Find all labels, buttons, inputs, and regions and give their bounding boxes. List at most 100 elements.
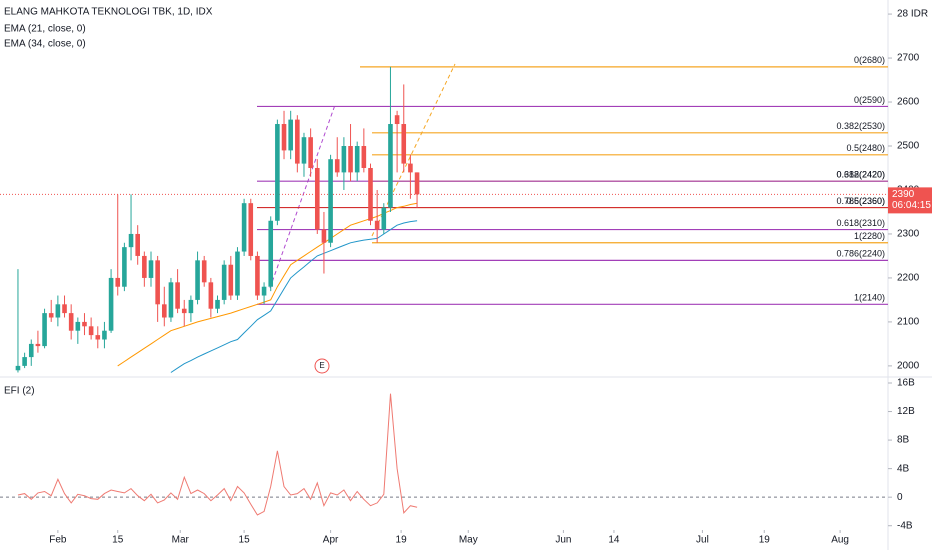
- candle-body: [308, 137, 313, 168]
- countdown: 06:04:15: [892, 200, 931, 211]
- fib-label: 0(2590): [854, 95, 885, 105]
- ema-line: [117, 202, 418, 367]
- event-marker-label: E: [319, 361, 324, 370]
- candle-body: [334, 159, 340, 173]
- y-tick-label: 2100: [897, 317, 920, 328]
- candle-body: [414, 172, 420, 195]
- candle-body: [221, 264, 227, 300]
- candle-body: [208, 282, 214, 309]
- candle-body: [201, 260, 207, 283]
- candle-body: [161, 304, 167, 318]
- fib-label: 0.5(2480): [846, 143, 885, 153]
- candle-body: [35, 343, 41, 347]
- x-tick-label: Feb: [49, 535, 67, 546]
- price-pane: 0(2680)0.382(2530)0.5(2480)0.618(2420)0.…: [0, 55, 888, 373]
- candle-body: [255, 255, 260, 296]
- y-tick-label: 2500: [897, 141, 920, 152]
- candle-body: [248, 203, 254, 256]
- candle-body: [408, 163, 413, 173]
- y-tick-label: 2600: [897, 97, 920, 108]
- candle-body: [235, 251, 240, 296]
- candle-body: [115, 277, 121, 287]
- candle-body: [241, 203, 247, 252]
- fib-trend: [269, 104, 336, 289]
- efi-pane: [0, 393, 888, 516]
- y-tick-label: 2300: [897, 229, 920, 240]
- candle-body: [42, 313, 47, 347]
- candle-body: [361, 146, 367, 168]
- candle-body: [288, 119, 293, 151]
- y-tick-label: 2000: [897, 361, 920, 372]
- fib-label: 0.618(2420): [836, 170, 885, 180]
- candle-body: [181, 308, 187, 314]
- candle-body: [155, 260, 160, 305]
- x-tick-label: Apr: [323, 535, 339, 546]
- y-tick-label: 16B: [897, 378, 915, 389]
- candle-body: [228, 264, 234, 296]
- y-tick-label: 4B: [897, 463, 910, 474]
- candle-body: [281, 124, 287, 151]
- x-tick-label: 14: [608, 535, 620, 546]
- y-tick-label: 2700: [897, 53, 920, 64]
- candle-body: [128, 233, 134, 248]
- candle-body: [175, 282, 180, 309]
- y-tick-label: 28 IDR: [897, 9, 928, 20]
- y-tick-label: -4B: [897, 520, 913, 531]
- candle-body: [82, 321, 87, 327]
- candle-body: [261, 286, 267, 296]
- candle-body: [215, 299, 220, 309]
- price-box: [888, 187, 932, 214]
- candle-body: [22, 357, 27, 366]
- legend-title: ELANG MAHKOTA TEKNOLOGI TBK, 1D, IDX: [4, 7, 213, 18]
- candle-body: [188, 299, 194, 314]
- candle-body: [62, 304, 67, 314]
- candle-body: [401, 124, 407, 164]
- candle-body: [381, 207, 387, 230]
- candle-body: [314, 167, 320, 230]
- candle-body: [75, 321, 81, 331]
- fib-label: 0.618(2310): [836, 218, 885, 228]
- x-tick-label: 19: [759, 535, 771, 546]
- candle-body: [28, 343, 34, 358]
- x-tick-label: 19: [396, 535, 408, 546]
- x-tick-label: 15: [112, 535, 124, 546]
- x-tick-label: 15: [239, 535, 251, 546]
- candle-body: [268, 220, 274, 287]
- candle-body: [95, 335, 101, 340]
- x-tick-label: Jun: [555, 535, 571, 546]
- candle-body: [348, 146, 353, 173]
- candle-body: [374, 220, 380, 230]
- fib-label: 1(2280): [854, 231, 885, 241]
- y-tick-label: 8B: [897, 435, 910, 446]
- x-tick-label: May: [459, 535, 478, 546]
- candle-body: [88, 326, 94, 336]
- y-tick-label: 0: [897, 492, 903, 503]
- efi-title: EFI (2): [4, 386, 35, 397]
- candle-body: [148, 260, 154, 278]
- candle-body: [368, 167, 373, 221]
- candle-body: [122, 247, 127, 287]
- legend-ema: EMA (21, close, 0): [4, 24, 86, 35]
- candle-body: [68, 313, 74, 331]
- efi-line: [17, 393, 418, 516]
- candle-body: [388, 124, 393, 208]
- candle-body: [55, 304, 61, 318]
- fib-label: 1(2140): [854, 293, 885, 303]
- fib-label: 0.382(2530): [836, 121, 885, 131]
- candle-body: [108, 277, 114, 331]
- fib-label: 0.786(2240): [836, 249, 885, 259]
- candle-body: [354, 146, 360, 173]
- candle-body: [142, 255, 147, 278]
- candle-body: [321, 229, 327, 243]
- event-marker: [314, 358, 330, 374]
- candle-body: [394, 115, 400, 125]
- candle-body: [102, 330, 107, 340]
- fib-label: 0.5(2360): [846, 196, 885, 206]
- x-tick-label: Mar: [172, 535, 190, 546]
- candle-body: [328, 159, 333, 243]
- fib-label: 0.786(2360): [836, 196, 885, 206]
- candle-body: [135, 233, 140, 256]
- legend-ema: EMA (34, close, 0): [4, 39, 86, 50]
